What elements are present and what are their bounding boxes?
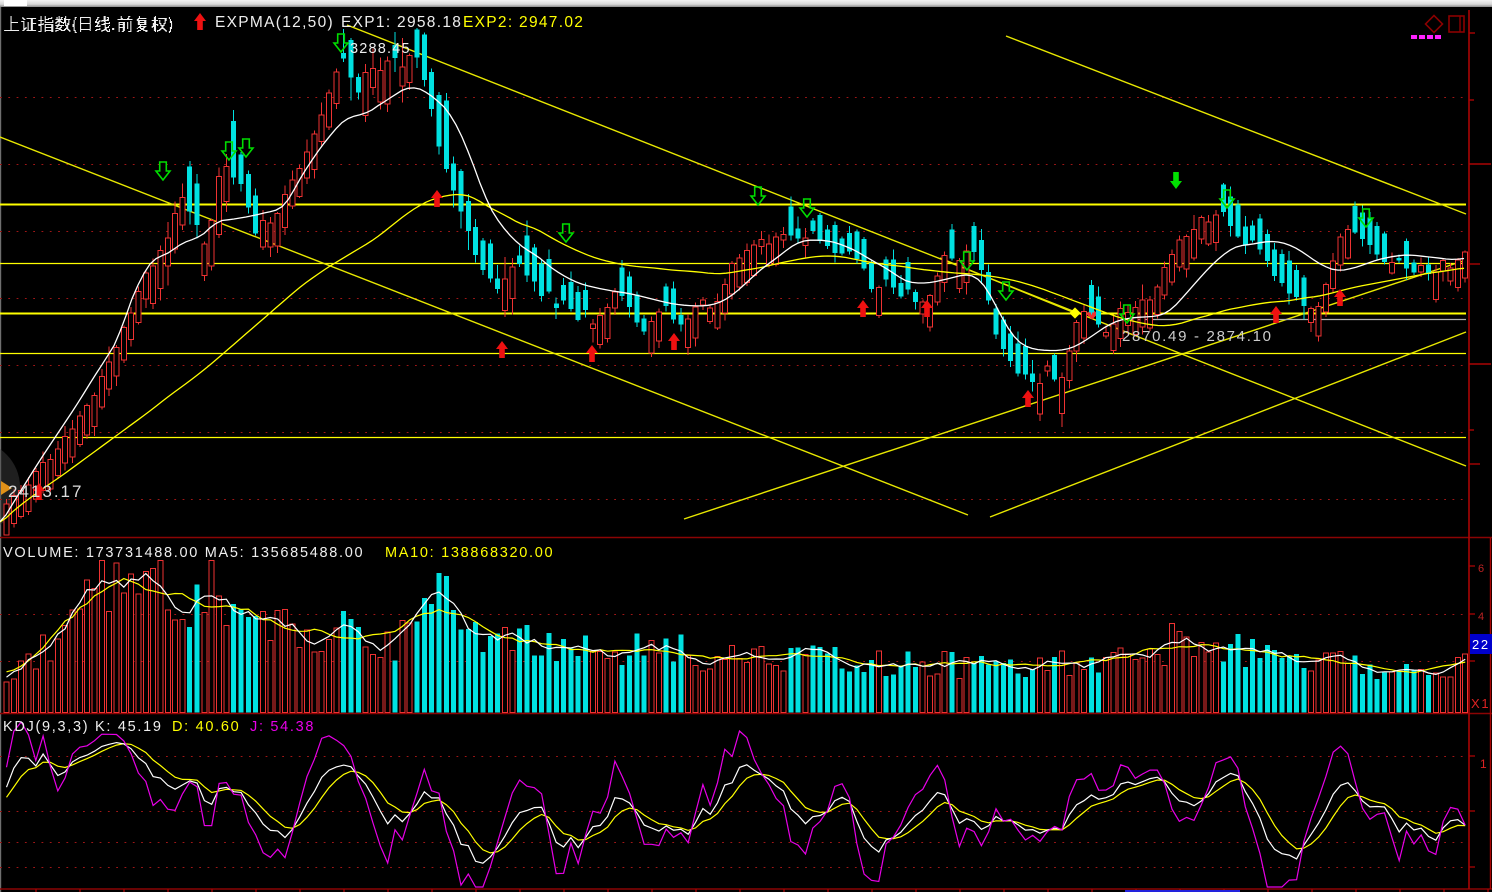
- svg-text:J: 54.38: J: 54.38: [250, 719, 315, 735]
- svg-text:6: 6: [1478, 563, 1486, 575]
- svg-text:3288.45: 3288.45: [350, 41, 411, 57]
- svg-text:2870.49 - 2874.10: 2870.49 - 2874.10: [1122, 328, 1273, 345]
- svg-text:4: 4: [1478, 611, 1486, 623]
- svg-text:VOLUME: 173731488.00 MA5: 135: VOLUME: 173731488.00 MA5: 135685488.00: [3, 545, 364, 561]
- svg-text:MA10: 138868320.00: MA10: 138868320.00: [385, 545, 554, 561]
- svg-text:EXPMA(12,50): EXPMA(12,50): [215, 14, 334, 31]
- svg-text:D: 40.60: D: 40.60: [172, 719, 240, 735]
- svg-text:EXP2: 2947.02: EXP2: 2947.02: [463, 14, 584, 31]
- svg-text:2413.17: 2413.17: [8, 482, 83, 501]
- svg-text:X1: X1: [1471, 696, 1490, 711]
- svg-text:KDJ(9,3,3) K: 45.19: KDJ(9,3,3) K: 45.19: [3, 719, 163, 735]
- svg-text:1: 1: [1480, 757, 1488, 771]
- svg-text:EXP1: 2958.18: EXP1: 2958.18: [341, 14, 462, 31]
- svg-text:22: 22: [1472, 637, 1490, 652]
